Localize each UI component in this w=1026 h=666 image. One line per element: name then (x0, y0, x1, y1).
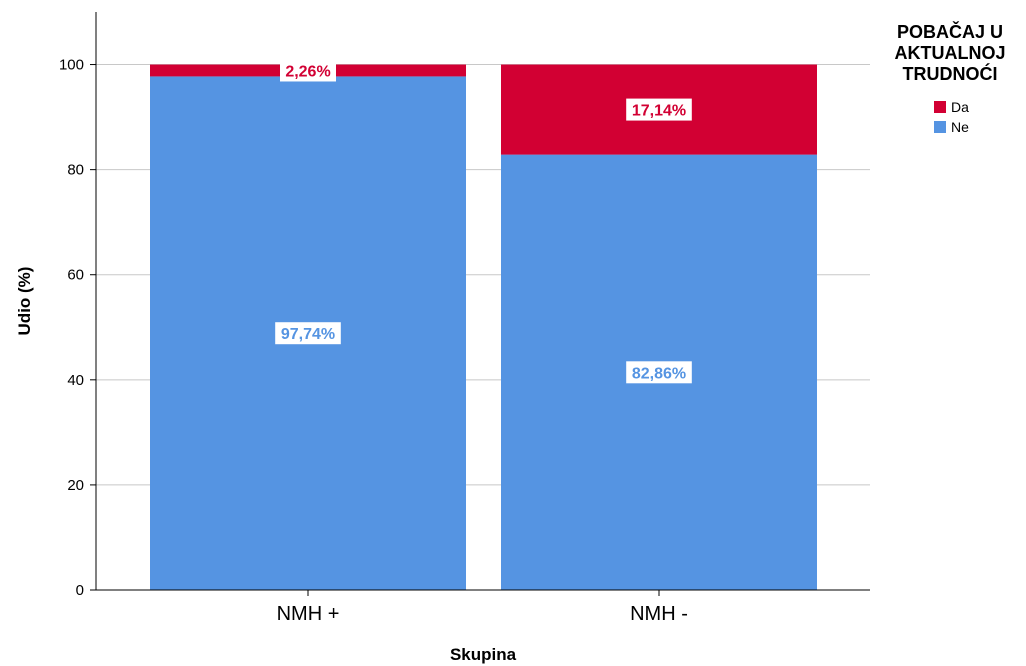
y-tick-label: 0 (76, 582, 84, 599)
x-tick-label: NMH + (277, 603, 340, 625)
data-labels: 97,74% 2,26% 82,86% 17,14% (275, 59, 692, 384)
x-tick-labels: NMH + NMH - (277, 590, 688, 625)
legend-swatch-ne (934, 121, 946, 133)
y-tick-label: 100 (59, 57, 84, 74)
legend-label-ne: Ne (951, 119, 969, 135)
legend-label-da: Da (951, 99, 969, 115)
legend-title-line-1: POBAČAJ U (897, 21, 1003, 42)
y-tick-labels: 0 20 40 60 80 100 (59, 57, 96, 599)
y-tick-label: 20 (67, 477, 84, 494)
data-label-bg (626, 361, 692, 384)
y-tick-label: 40 (67, 372, 84, 389)
data-label-bg (275, 322, 341, 345)
legend-items: Da Ne (934, 99, 969, 135)
data-label-bg (626, 98, 692, 121)
data-label-ne-2: 82,86% (632, 365, 686, 382)
legend-swatch-da (934, 101, 946, 113)
data-label-bg (280, 59, 336, 82)
data-label-da-2: 17,14% (632, 103, 686, 120)
y-axis-title: Udio (%) (15, 267, 34, 336)
y-tick-label: 60 (67, 267, 84, 284)
legend-title-line-3: TRUDNOĆI (903, 63, 998, 84)
legend-title-line-2: AKTUALNOJ (895, 43, 1006, 63)
legend: POBAČAJ U AKTUALNOJ TRUDNOĆI Da Ne (895, 21, 1006, 135)
y-tick-label: 80 (67, 162, 84, 179)
x-axis-title: Skupina (450, 645, 517, 664)
x-tick-label: NMH - (630, 603, 688, 625)
axes (95, 12, 870, 591)
data-label-ne-1: 97,74% (281, 326, 335, 343)
data-label-da-1: 2,26% (285, 63, 330, 80)
bars (150, 64, 817, 591)
